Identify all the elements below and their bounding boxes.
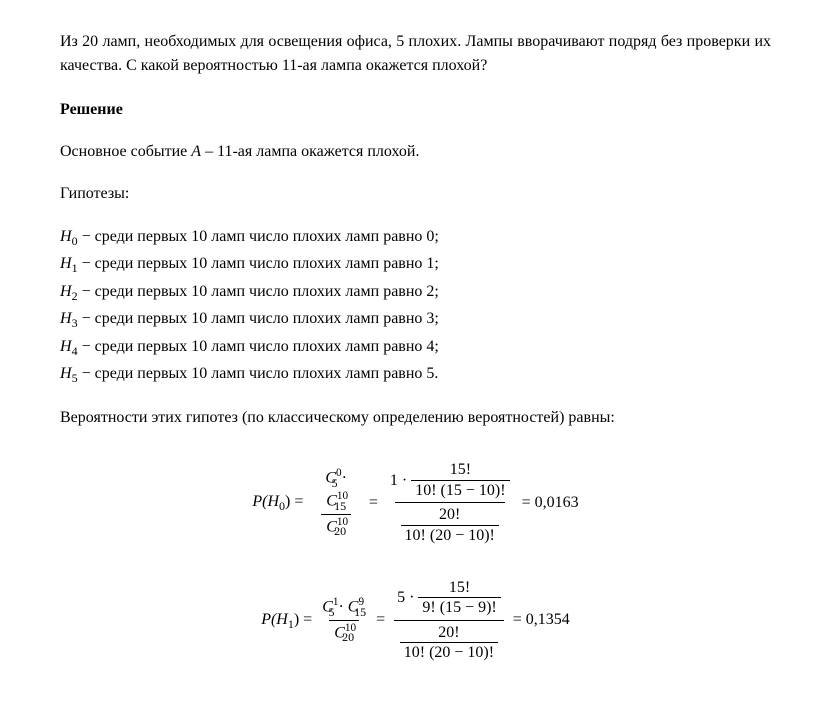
hyp-var: H [60, 365, 72, 382]
formula-ph0: P(H0) = C05 · C1015 C1020 = 1 · 15! 10! … [60, 458, 771, 547]
hypothesis-item: H2 − среди первых 10 ламп число плохих л… [60, 279, 771, 306]
hyp-var: H [60, 283, 72, 300]
main-event-prefix: Основное событие [60, 143, 191, 160]
hyp-text: − среди первых 10 ламп число плохих ламп… [78, 338, 439, 355]
hyp-text: − среди первых 10 ламп число плохих ламп… [78, 283, 439, 300]
main-event: Основное событие A – 11-ая лампа окажетс… [60, 140, 771, 164]
c-sub: 15 [354, 606, 366, 619]
hyp-text: − среди первых 10 ламп число плохих ламп… [78, 228, 439, 245]
formula-ph1: P(H1) = C15 · C915 C1020 = 5 · 15! 9! (1… [60, 576, 771, 665]
coef: 1 · [390, 472, 407, 490]
c-sub: 20 [342, 631, 354, 644]
nf-den: 10! (20 − 10)! [400, 642, 498, 662]
hypothesis-item: H3 − среди первых 10 ламп число плохих л… [60, 306, 771, 333]
nf-num: 15! [445, 579, 474, 598]
lhs-var: P(H [261, 611, 288, 628]
lhs-close: ) = [294, 611, 312, 628]
lhs-close: ) = [285, 493, 303, 510]
c-sub: 20 [334, 525, 346, 538]
probability-intro: Вероятности этих гипотез (по классическо… [60, 406, 771, 430]
result: = 0,1354 [513, 608, 570, 632]
result: = 0,0163 [522, 491, 579, 515]
main-event-suffix: – 11-ая лампа окажется плохой. [201, 143, 419, 160]
dot: · [342, 470, 347, 487]
coef: 5 · [397, 589, 414, 607]
event-variable: A [191, 143, 201, 160]
lhs-var: P(H [252, 493, 279, 510]
solution-heading: Решение [60, 98, 771, 122]
hyp-text: − среди первых 10 ламп число плохих ламп… [78, 310, 439, 327]
c-sub: 5 [332, 477, 338, 490]
hyp-text: − среди первых 10 ламп число плохих ламп… [78, 365, 439, 382]
hyp-var: H [60, 255, 72, 272]
hyp-text: − среди первых 10 ламп число плохих ламп… [78, 255, 439, 272]
hyp-var: H [60, 228, 72, 245]
hypothesis-item: H0 − среди первых 10 ламп число плохих л… [60, 224, 771, 251]
hypothesis-item: H4 − среди первых 10 ламп число плохих л… [60, 334, 771, 361]
eq: = [376, 608, 385, 632]
eq: = [369, 491, 378, 515]
nf-num: 15! [446, 461, 475, 480]
c-sub: 15 [334, 500, 346, 513]
nf-den: 10! (15 − 10)! [411, 480, 509, 500]
hyp-var: H [60, 310, 72, 327]
nf-num: 20! [435, 506, 464, 525]
problem-statement: Из 20 ламп, необходимых для освещения оф… [60, 30, 771, 78]
dot: · [338, 598, 343, 615]
nf-num: 20! [434, 624, 463, 643]
nf-den: 10! (20 − 10)! [401, 525, 499, 545]
hypotheses-label: Гипотезы: [60, 182, 771, 206]
hyp-var: H [60, 338, 72, 355]
hypothesis-item: H5 − среди первых 10 ламп число плохих л… [60, 361, 771, 388]
c-sub: 5 [328, 606, 334, 619]
hypothesis-list: H0 − среди первых 10 ламп число плохих л… [60, 224, 771, 388]
hypothesis-item: H1 − среди первых 10 ламп число плохих л… [60, 251, 771, 278]
